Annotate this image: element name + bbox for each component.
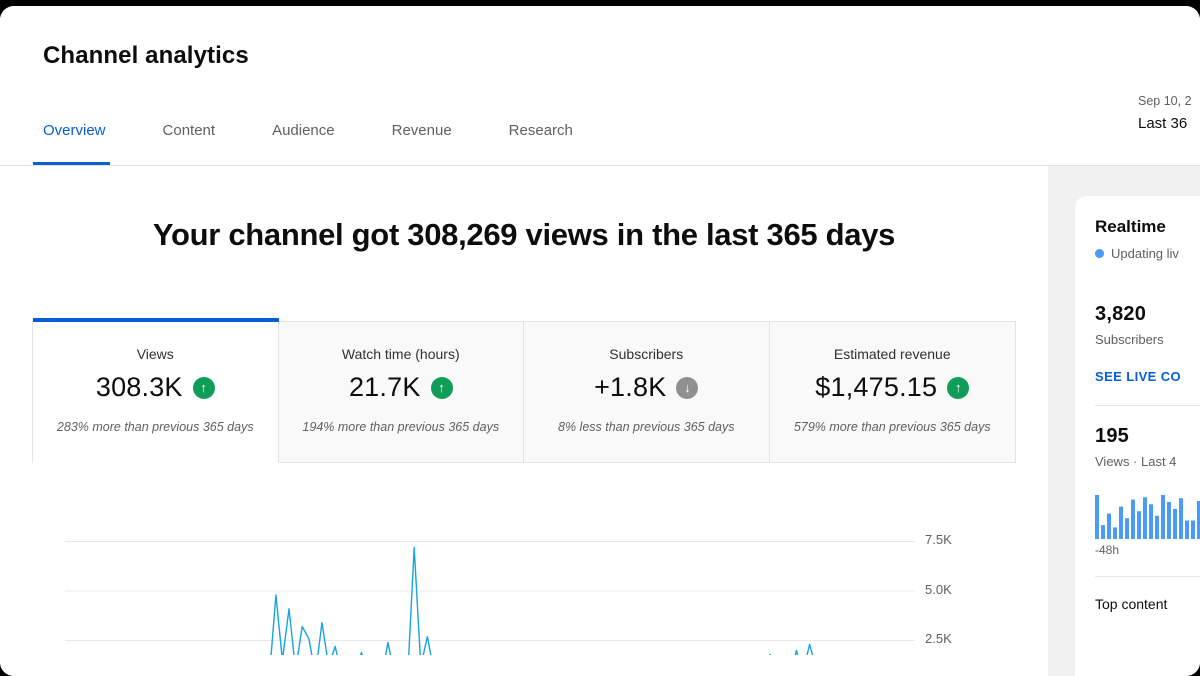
sidebar-region: Realtime Updating liv 3,820 Subscribers … <box>1048 166 1200 676</box>
metric-label: Views <box>136 346 174 362</box>
metric-label: Estimated revenue <box>833 346 951 362</box>
date-range-picker[interactable]: Sep 10, 2 Last 36 <box>1138 94 1192 132</box>
metric-comparison: 194% more than previous 365 days <box>302 420 500 434</box>
views-line-chart: 7.5K 5.0K 2.5K <box>0 492 1048 655</box>
top-content-heading: Top content <box>1095 596 1168 612</box>
trend-down-icon: ↓ <box>676 376 699 399</box>
metric-value: $1,475.15 <box>815 372 938 402</box>
metric-comparison: 8% less than previous 365 days <box>558 420 735 434</box>
divider <box>1095 405 1200 406</box>
tab-revenue[interactable]: Revenue <box>391 122 452 139</box>
metric-label: Watch time (hours) <box>341 346 460 362</box>
metric-value: +1.8K <box>594 372 667 402</box>
date-range-date: Sep 10, 2 <box>1138 94 1192 108</box>
analytics-main-panel: Your channel got 308,269 views in the la… <box>0 166 1048 676</box>
metric-value: 308.3K <box>95 372 183 402</box>
metric-card-watch-time[interactable]: Watch time (hours) 21.7K ↑ 194% more tha… <box>278 322 524 463</box>
trend-up-icon: ↑ <box>192 376 215 399</box>
metric-comparison: 283% more than previous 365 days <box>56 420 254 434</box>
date-range-label: Last 36 <box>1138 115 1188 132</box>
realtime-subscribers-label: Subscribers <box>1095 332 1164 347</box>
tab-content[interactable]: Content <box>162 122 216 139</box>
trend-up-icon: ↑ <box>430 376 453 399</box>
realtime-updating-row: Updating liv <box>1095 246 1200 261</box>
metric-card-views[interactable]: Views 308.3K ↑ 283% more than previous 3… <box>33 322 279 463</box>
metric-card-subscribers[interactable]: Subscribers +1.8K ↓ 8% less than previou… <box>524 322 770 463</box>
metric-cards: Views 308.3K ↑ 283% more than previous 3… <box>32 321 1016 463</box>
realtime-views-value: 195 <box>1095 425 1129 447</box>
metric-comparison: 579% more than previous 365 days <box>793 420 991 434</box>
headline: Your channel got 308,269 views in the la… <box>152 217 896 252</box>
y-axis-tick-label: 7.5K <box>925 532 952 548</box>
content-area: Your channel got 308,269 views in the la… <box>0 166 1200 676</box>
metric-value: 21.7K <box>348 372 421 402</box>
app-window: Channel analytics Sep 10, 2 Last 36 Over… <box>0 6 1200 676</box>
metric-label: Subscribers <box>609 346 684 362</box>
realtime-title: Realtime <box>1095 217 1166 236</box>
realtime-card: Realtime Updating liv 3,820 Subscribers … <box>1075 196 1200 676</box>
page-title: Channel analytics <box>43 42 249 69</box>
y-axis-tick-label: 2.5K <box>925 631 952 647</box>
tab-bar: Overview Content Audience Revenue Resear… <box>0 122 1200 165</box>
realtime-subscribers-value: 3,820 <box>1095 303 1147 325</box>
live-dot-icon <box>1095 249 1104 258</box>
realtime-axis-label: -48h <box>1095 543 1120 557</box>
see-live-count-link[interactable]: SEE LIVE CO <box>1095 369 1182 384</box>
header: Channel analytics Sep 10, 2 Last 36 Over… <box>0 6 1200 166</box>
tab-research[interactable]: Research <box>508 122 573 139</box>
tab-audience[interactable]: Audience <box>272 122 335 139</box>
divider <box>1095 576 1200 577</box>
views-line-chart-svg <box>65 540 915 655</box>
y-axis-tick-label: 5.0K <box>925 581 952 597</box>
updating-live-label: Updating liv <box>1111 246 1179 261</box>
metric-card-estimated-revenue[interactable]: Estimated revenue $1,475.15 ↑ 579% more … <box>769 322 1015 463</box>
realtime-bar-chart-svg <box>1095 495 1200 539</box>
tab-overview[interactable]: Overview <box>33 122 110 165</box>
realtime-views-label: Views · Last 4 <box>1095 454 1177 469</box>
trend-up-icon: ↑ <box>947 376 970 399</box>
